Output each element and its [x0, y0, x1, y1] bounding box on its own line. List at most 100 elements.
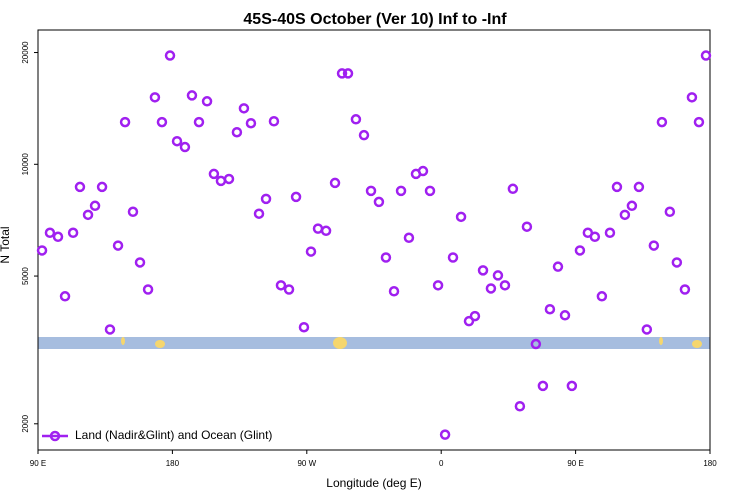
point — [164, 50, 176, 61]
point — [403, 232, 415, 244]
point — [530, 338, 542, 350]
point — [507, 183, 519, 195]
point — [336, 68, 348, 79]
x-tick-label: 0 — [439, 459, 444, 468]
plot-frame — [37, 29, 711, 451]
point — [238, 103, 250, 114]
point — [186, 90, 198, 101]
point — [619, 209, 631, 221]
point — [231, 126, 243, 138]
point — [693, 116, 705, 128]
point — [320, 225, 332, 237]
point — [67, 227, 79, 239]
x-axis-label: Longitude (deg E) — [326, 476, 421, 490]
point — [208, 168, 220, 180]
point — [96, 181, 108, 193]
point — [215, 175, 227, 187]
point — [499, 280, 511, 291]
y-tick-label: 5000 — [21, 267, 30, 285]
point — [514, 400, 526, 412]
point — [82, 209, 94, 221]
point — [686, 92, 698, 103]
x-tick-label: 180 — [703, 459, 717, 468]
point — [700, 50, 712, 61]
point — [521, 221, 533, 232]
y-tick-label: 10000 — [21, 153, 30, 176]
point — [439, 429, 451, 440]
point — [179, 141, 191, 153]
point — [485, 283, 497, 294]
point — [626, 200, 638, 212]
point — [664, 206, 676, 218]
point — [424, 185, 436, 197]
point — [633, 181, 645, 193]
point — [44, 227, 56, 239]
point — [388, 286, 400, 297]
point — [559, 310, 571, 321]
point — [574, 245, 586, 256]
point — [432, 280, 444, 291]
point — [245, 117, 257, 129]
point — [679, 284, 691, 295]
point — [350, 114, 362, 125]
point — [89, 200, 101, 212]
legend-label: Land (Nadir&Glint) and Ocean (Glint) — [75, 428, 272, 442]
point — [648, 240, 660, 251]
point — [463, 315, 475, 327]
point — [223, 173, 235, 185]
point — [112, 240, 124, 251]
point — [283, 284, 295, 295]
point — [641, 324, 653, 335]
point — [268, 116, 280, 127]
point — [298, 321, 310, 333]
legend: Land (Nadir&Glint) and Ocean (Glint) — [42, 428, 272, 442]
point — [447, 252, 459, 263]
legend-marker — [49, 430, 61, 442]
point — [149, 92, 161, 103]
point — [544, 303, 556, 315]
point — [380, 252, 392, 263]
point — [36, 245, 48, 256]
point — [193, 116, 205, 128]
point — [253, 208, 265, 219]
point — [329, 177, 341, 189]
point — [455, 211, 467, 223]
point — [342, 68, 354, 79]
point — [365, 185, 377, 197]
point — [552, 261, 564, 272]
y-axis-label: N Total — [0, 226, 12, 263]
chart-title: 45S-40S October (Ver 10) Inf to -Inf — [243, 11, 507, 28]
x-tick-label: 90 E — [567, 459, 583, 468]
point — [469, 310, 481, 322]
point — [201, 96, 213, 107]
land-strip — [38, 337, 710, 349]
point — [492, 270, 504, 281]
point — [74, 181, 86, 193]
point — [260, 193, 272, 205]
point — [312, 223, 324, 234]
point — [134, 257, 146, 268]
point — [104, 324, 116, 335]
point — [596, 291, 608, 302]
point — [566, 380, 578, 392]
point — [142, 284, 154, 295]
point — [417, 165, 429, 177]
y-tick-label: 20000 — [21, 41, 30, 64]
point — [611, 181, 623, 193]
point — [275, 280, 287, 291]
point — [373, 196, 385, 208]
x-tick-label: 90 W — [297, 459, 316, 468]
point — [537, 380, 549, 392]
x-tick-label: 180 — [166, 459, 180, 468]
x-tick-label: 90 E — [30, 459, 46, 468]
point — [127, 206, 139, 218]
point — [305, 246, 317, 257]
point — [156, 116, 168, 128]
point — [477, 265, 489, 276]
point — [604, 227, 616, 239]
point — [59, 291, 71, 302]
point — [171, 135, 183, 147]
point — [395, 185, 407, 197]
point — [656, 116, 668, 128]
point — [290, 191, 302, 203]
